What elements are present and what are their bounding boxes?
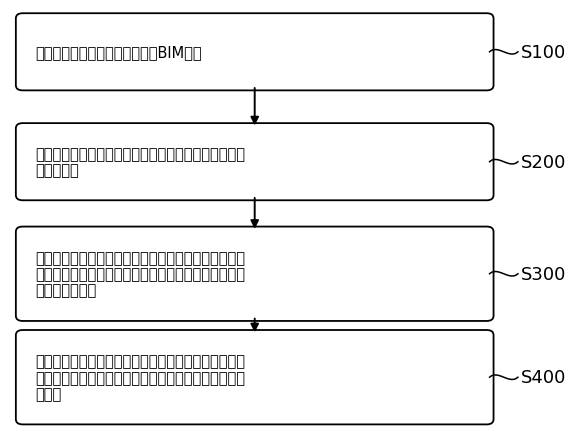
Text: 故障预测：建立退化模型，并根据实时测量数据来估计: 故障预测：建立退化模型，并根据实时测量数据来估计 <box>35 353 245 369</box>
FancyBboxPatch shape <box>16 124 494 201</box>
Text: 模型构建：构建建筑机电设备的BIM模型: 模型构建：构建建筑机电设备的BIM模型 <box>35 45 201 60</box>
Text: S100: S100 <box>521 44 566 61</box>
Text: S300: S300 <box>521 265 566 283</box>
FancyBboxPatch shape <box>16 227 494 321</box>
Text: 性故障: 性故障 <box>35 386 61 401</box>
Text: 退化模型的参数，跟踪退化过程，预测机电设备的非线: 退化模型的参数，跟踪退化过程，预测机电设备的非线 <box>35 370 245 385</box>
Text: 图模型进行验证: 图模型进行验证 <box>35 283 96 298</box>
FancyBboxPatch shape <box>16 330 494 424</box>
FancyBboxPatch shape <box>16 14 494 91</box>
Text: 信息检测：对重要建筑机电设备进行实时监测，动态采: 信息检测：对重要建筑机电设备进行实时监测，动态采 <box>35 147 245 162</box>
Text: S400: S400 <box>521 369 566 386</box>
Text: 模型键合：基于键合图理论对建筑机电设备预测模型进: 模型键合：基于键合图理论对建筑机电设备预测模型进 <box>35 250 245 265</box>
Text: 集监测数据: 集监测数据 <box>35 163 79 178</box>
Text: S200: S200 <box>521 154 566 171</box>
Text: 行构建，并且搭建非线性机设备实验平台对所建的键合: 行构建，并且搭建非线性机设备实验平台对所建的键合 <box>35 267 245 282</box>
